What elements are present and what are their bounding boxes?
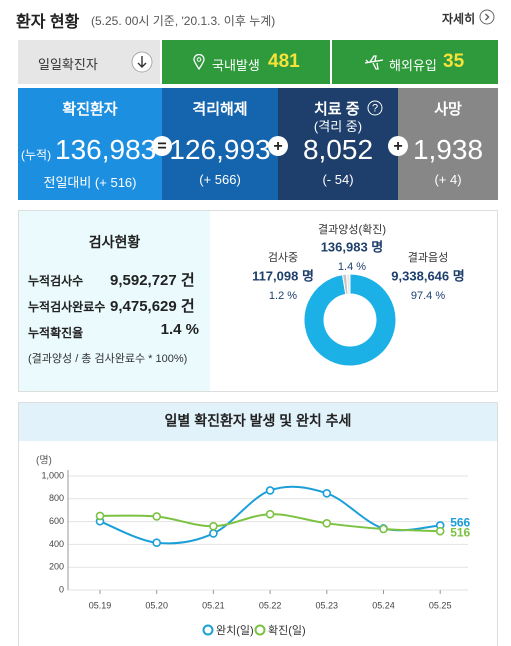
help-icon[interactable]: ? (367, 100, 383, 116)
summary-value: 126,993 (169, 134, 271, 165)
x-tick-label: 05.21 (202, 600, 225, 610)
chart-title: 일별 확진환자 발생 및 완치 추세 (165, 413, 352, 429)
treating-box (278, 88, 398, 200)
pin-icon (193, 54, 205, 70)
donut-slice (303, 273, 397, 367)
summary-value: 8,052 (302, 134, 374, 165)
more-icon[interactable] (479, 9, 495, 25)
summary-change: (- 54) (322, 172, 354, 187)
operator: + (393, 138, 402, 155)
point (209, 529, 218, 538)
legend-marker (254, 624, 266, 636)
point (152, 512, 161, 521)
summary-title: 확진환자 (62, 101, 118, 118)
legend-label: 완치(일) (216, 623, 254, 637)
domestic-value: 481 (268, 51, 300, 72)
tests-row-label: 누적검사완료수 (28, 300, 106, 314)
arrow-icon (131, 51, 153, 73)
donut-category: 검사중 (268, 251, 298, 264)
point (152, 538, 161, 547)
point (379, 524, 388, 534)
summary-change: (+ 566) (199, 172, 241, 187)
daily-label: 일일확진자 (38, 57, 98, 72)
y-tick-label: 400 (49, 539, 64, 549)
tests-row-label: 누적확진율 (28, 326, 84, 340)
point (209, 521, 218, 531)
title: 환자 현황 (16, 14, 80, 31)
donut-percent: 1.2 % (269, 290, 297, 302)
y-tick-label: 1,000 (41, 470, 64, 480)
overseas-box (332, 40, 498, 84)
tests-row-label: 누적검사수 (28, 274, 84, 288)
summary-title: 격리해제 (192, 101, 248, 118)
tests-note: (결과양성 / 총 검사완료수 * 100%) (28, 353, 188, 365)
trend-header (19, 403, 497, 441)
subtitle: (5.25. 00시 기준, '20.1.3. 이후 누계) (91, 14, 276, 28)
released-box (162, 88, 278, 200)
x-tick-label: 05.19 (89, 600, 112, 610)
domestic-box (162, 40, 330, 84)
y-axis-label: (명) (36, 455, 52, 467)
operator-circle (268, 136, 288, 156)
x-tick-label: 05.22 (259, 600, 282, 610)
y-tick-label: 200 (49, 562, 64, 572)
y-tick-label: 0 (59, 584, 64, 594)
summary-change: (+ 4) (434, 172, 462, 187)
point (265, 486, 275, 495)
tests-row-value: 1.4 % (160, 321, 199, 338)
point (435, 526, 445, 536)
tests-title: 검사현황 (88, 234, 141, 250)
tests-left (19, 211, 210, 391)
donut-category: 결과음성 (408, 251, 448, 264)
more-link[interactable]: 자세히 (442, 12, 476, 26)
tests-row-value: 9,592,727 건 (110, 272, 195, 289)
point (322, 489, 332, 498)
operator: = (157, 138, 166, 155)
donut-slice (345, 273, 351, 295)
operator-circle (152, 136, 172, 156)
end-label: 516 (450, 525, 470, 539)
overseas-label: 해외유입 (389, 58, 437, 73)
legend-marker (202, 624, 214, 636)
x-tick-label: 05.20 (145, 600, 168, 610)
y-tick-label: 600 (49, 516, 64, 526)
donut-category: 결과양성(확진) (318, 223, 386, 236)
summary-value: 136,983 (55, 134, 157, 165)
point (265, 509, 275, 519)
tests-row-value: 9,475,629 건 (110, 298, 195, 315)
legend-label: 확진(일) (268, 623, 306, 637)
donut-count: 117,098 명 (252, 268, 314, 283)
domestic-label: 국내발생 (212, 58, 260, 73)
summary-prefix: (누적) (21, 148, 52, 162)
donut-percent: 97.4 % (411, 290, 445, 302)
x-tick-label: 05.25 (429, 600, 452, 610)
donut-count: 9,338,646 명 (391, 268, 464, 283)
end-label: 566 (450, 516, 470, 530)
tests-panel (18, 210, 498, 392)
summary-title: 사망 (434, 101, 462, 118)
summary-subtitle: (격리 중) (313, 119, 363, 134)
trend-panel (18, 402, 498, 646)
help-icon-glyph: ? (372, 102, 378, 114)
summary-title: 치료 중 (314, 101, 360, 118)
operator-circle (388, 136, 408, 156)
x-tick-label: 05.24 (372, 600, 395, 610)
donut-percent: 1.4 % (338, 261, 366, 273)
donut-count: 136,983 명 (321, 239, 384, 254)
confirmed-box (18, 88, 162, 200)
operator: + (273, 138, 282, 155)
y-tick-label: 800 (49, 493, 64, 503)
summary-value: 1,938 (412, 134, 484, 165)
plane-icon (364, 55, 384, 70)
summary-change: 전일대비 (+ 516) (43, 175, 137, 190)
point (322, 519, 332, 528)
x-tick-label: 05.23 (316, 600, 339, 610)
point (95, 511, 105, 521)
overseas-value: 35 (443, 51, 465, 72)
death-box (398, 88, 498, 200)
